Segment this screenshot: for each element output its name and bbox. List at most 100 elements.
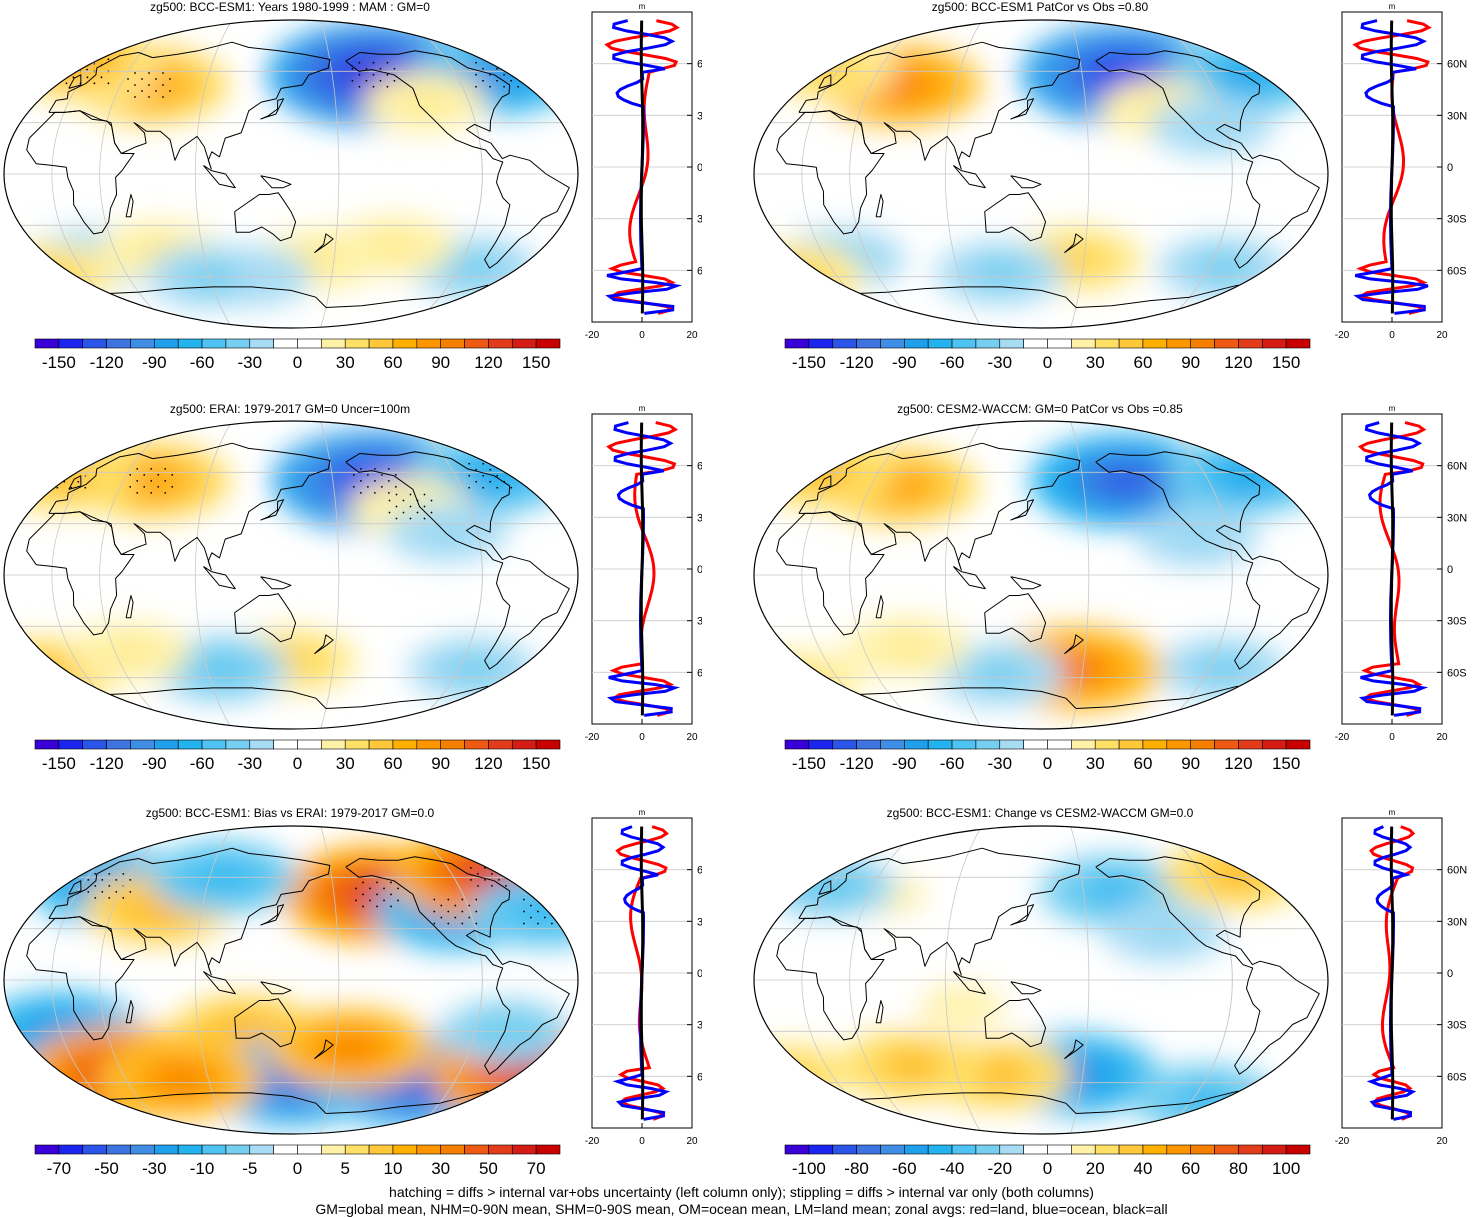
meridian-line: [194, 20, 233, 328]
colorbar-swatch: [904, 1144, 929, 1155]
colorbar-swatch: [1238, 739, 1263, 750]
colorbar-tick-label: 60: [383, 353, 402, 372]
coastline: [314, 1039, 334, 1060]
map-border: [753, 420, 1329, 730]
colorbar-swatch: [225, 1144, 251, 1155]
colorbar-swatch: [488, 739, 513, 750]
meridian-line: [194, 826, 233, 1134]
colorbar-swatch: [1190, 338, 1215, 349]
stipple-dot: [77, 468, 80, 471]
stipple-dot: [530, 904, 532, 907]
stipple-dot: [352, 473, 355, 476]
stipple-dot: [358, 85, 361, 88]
contour-blob: [456, 661, 489, 678]
coastline: [1095, 856, 1320, 1075]
colorbar-swatch: [297, 338, 322, 349]
stipple-dot: [65, 58, 68, 61]
colorbar-swatch: [392, 338, 418, 349]
stipple-dot: [416, 511, 419, 514]
colorbar-swatch: [904, 739, 929, 750]
colorbar-swatch: [58, 739, 84, 750]
contour-blob: [980, 1065, 1018, 1084]
stipple-dot: [484, 879, 486, 881]
contour-blob: [12, 259, 82, 294]
zonal-mean-plot: m -20 0 20 60N 30N 0 30S 60S: [1335, 2, 1467, 341]
stipple-dot: [352, 485, 355, 488]
colorbar-swatch: [201, 739, 227, 750]
coastline: [984, 192, 1047, 242]
colorbar-tick-label: -90: [142, 353, 167, 372]
stipple-dot: [409, 517, 412, 520]
coastline: [26, 511, 135, 636]
contour-blob: [304, 251, 335, 268]
zonal-x-unit: m: [1389, 808, 1396, 817]
colorbar-swatch: [1047, 1144, 1072, 1155]
contour-blob: [470, 465, 511, 486]
meridian-line: [801, 826, 894, 1134]
colorbar-tick-label: 120: [1224, 754, 1252, 773]
graticule: [754, 20, 1328, 328]
colorbar-swatch: [1190, 1144, 1215, 1155]
colorbar-swatch: [808, 739, 834, 750]
colorbar-tick-label: 150: [522, 754, 550, 773]
stipple-dot: [169, 78, 171, 80]
stipple-dot: [397, 887, 399, 890]
colorbar-tick-label: -10: [190, 1159, 215, 1178]
colorbar: -150 -120 -90 -60 -30 0 30 60 90 120 150: [34, 338, 561, 372]
stipple-dot: [72, 44, 75, 47]
meridian-line: [1158, 826, 1233, 1134]
stipple-dot: [505, 873, 507, 875]
zonal-y-tick-label: 60S: [697, 265, 702, 277]
colorbar-swatch: [106, 739, 131, 750]
coastline: [68, 475, 82, 490]
stipple-dot: [393, 67, 396, 70]
colorbar-swatch: [464, 1144, 489, 1155]
stipple-dot: [65, 82, 68, 85]
colorbar-swatch: [130, 338, 155, 349]
contour-blob: [892, 639, 923, 655]
contour-blob: [330, 1038, 372, 1059]
stipple-dot: [72, 68, 75, 71]
colorbar-tick-label: 0: [1043, 1159, 1052, 1178]
map-plot: [753, 420, 1329, 730]
stipple-dot: [355, 887, 357, 890]
coastline: [818, 475, 832, 490]
colorbar-tick-label: 100: [1272, 1159, 1300, 1178]
stipple-dot: [376, 881, 378, 884]
colorbar-swatch: [999, 338, 1024, 349]
stipple-dot: [141, 90, 143, 92]
stipple-dot: [470, 879, 472, 881]
stipple-dot: [56, 462, 59, 465]
panel-title: zg500: BCC-ESM1: Bias vs ERAI: 1979-2017…: [145, 806, 435, 820]
stipple-dot: [87, 890, 90, 893]
colorbar-tick-label: 0: [293, 754, 302, 773]
zonal-x-unit: m: [639, 2, 646, 11]
coastline: [260, 175, 292, 189]
stipple-dot: [157, 473, 160, 476]
zonal-y-tick-label: 30S: [697, 1020, 702, 1032]
stipple-dot: [94, 896, 97, 899]
stipple-dot: [447, 898, 450, 901]
colorbar-swatch: [321, 338, 346, 349]
colorbar-swatch: [106, 338, 131, 349]
contour-blob: [1097, 62, 1150, 88]
stipple-dot: [107, 82, 110, 85]
coastline: [953, 565, 986, 590]
colorbar-swatch: [344, 338, 370, 349]
stipple-dot: [129, 878, 132, 881]
stipple-dot: [115, 890, 118, 893]
stipple-dot: [58, 44, 61, 47]
zonal-y-tick-label: 30N: [1447, 916, 1467, 928]
stipple-dot: [423, 517, 426, 520]
colorbar-swatch: [1261, 1144, 1287, 1155]
colorbar-tick-label: -60: [892, 1159, 917, 1178]
stipple-dot: [358, 61, 361, 64]
zonal-x-unit: m: [639, 404, 646, 413]
colorbar-swatch: [951, 1144, 977, 1155]
graticule: [4, 421, 578, 729]
coastline: [314, 233, 334, 254]
colorbar-swatch: [535, 739, 561, 750]
colorbar-swatch: [392, 1144, 418, 1155]
stipple-dot: [72, 64, 75, 67]
coastline: [984, 593, 1047, 643]
